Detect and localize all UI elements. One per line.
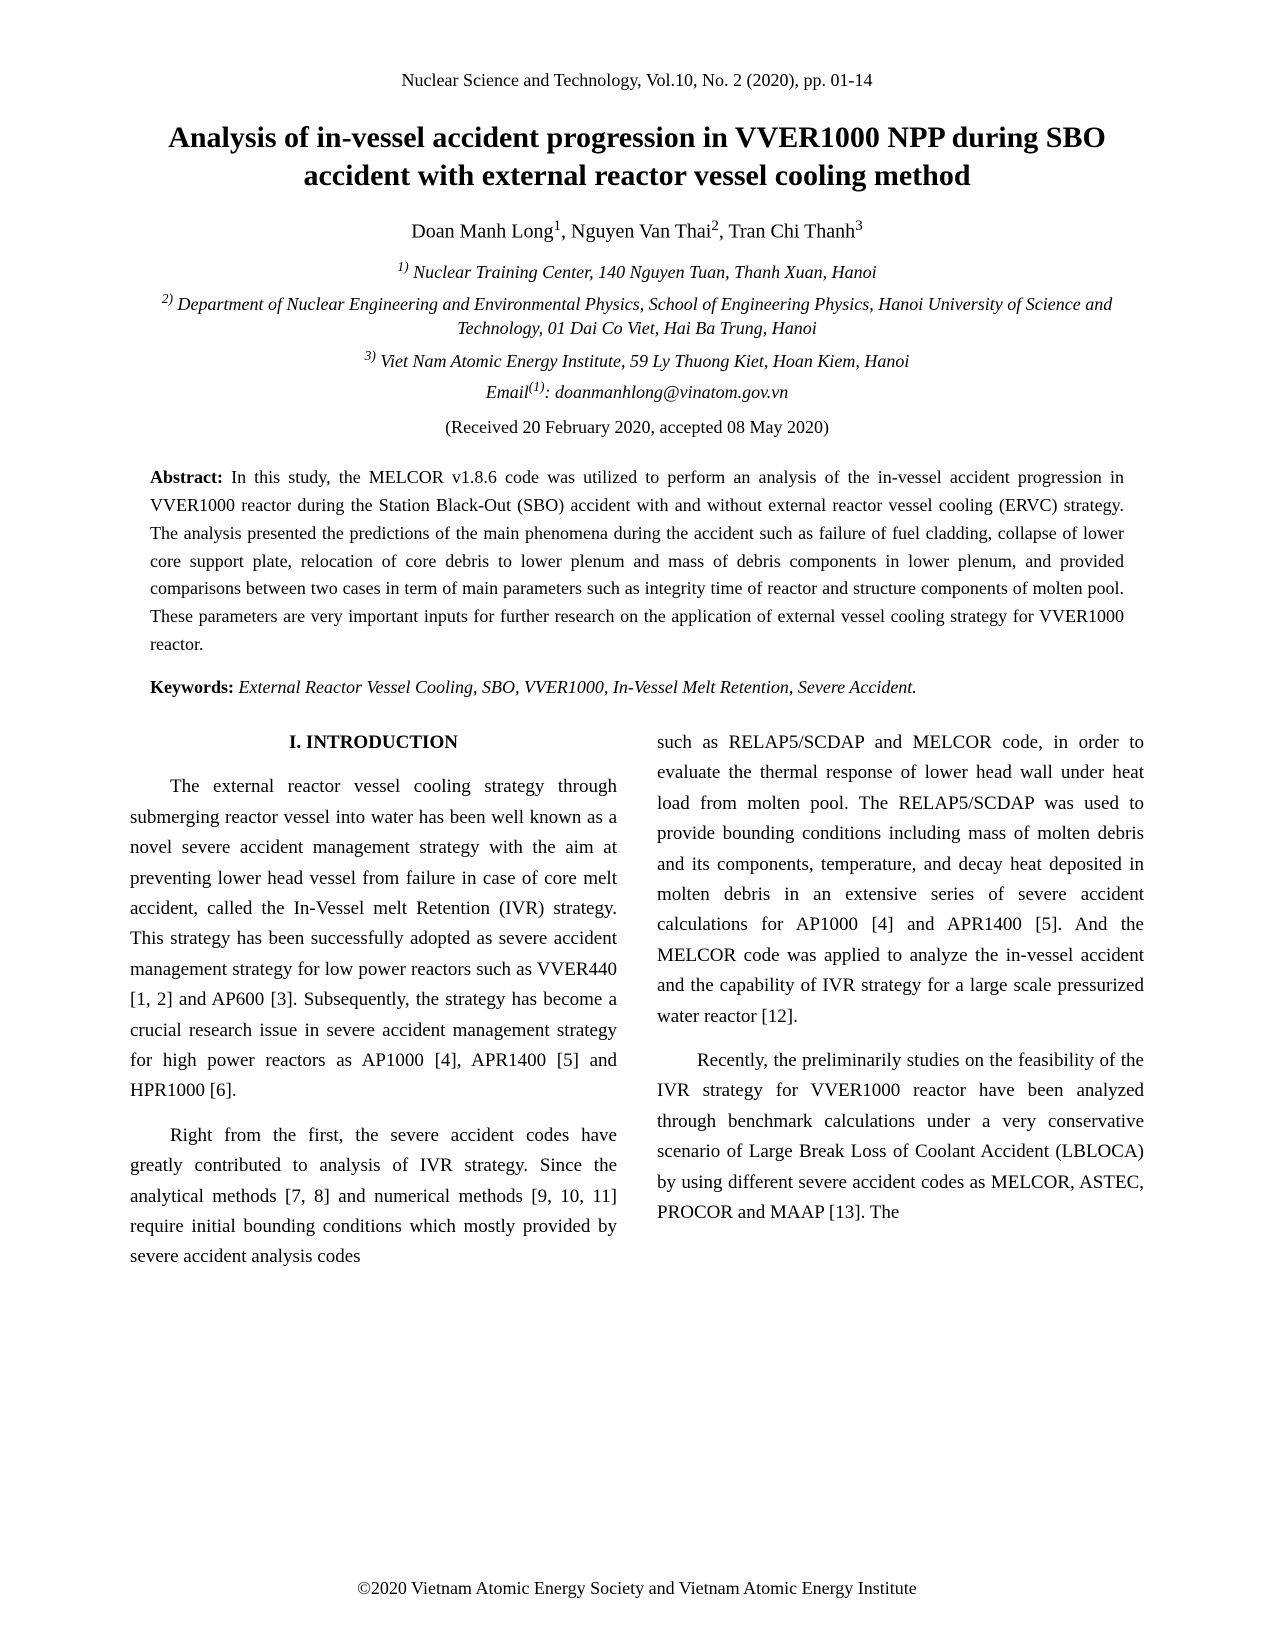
authors: Doan Manh Long1, Nguyen Van Thai2, Tran …: [130, 218, 1144, 244]
paragraph: such as RELAP5/SCDAP and MELCOR code, in…: [657, 728, 1144, 1032]
abstract-label: Abstract:: [150, 467, 223, 487]
affiliation-3: 3) Viet Nam Atomic Energy Institute, 59 …: [130, 347, 1144, 373]
page: Nuclear Science and Technology, Vol.10, …: [0, 0, 1274, 1649]
keywords: Keywords: External Reactor Vessel Coolin…: [150, 677, 1124, 698]
right-column: such as RELAP5/SCDAP and MELCOR code, in…: [657, 728, 1144, 1287]
affiliation-1: 1) Nuclear Training Center, 140 Nguyen T…: [130, 258, 1144, 284]
abstract: Abstract: In this study, the MELCOR v1.8…: [150, 464, 1124, 659]
paragraph: Right from the first, the severe acciden…: [130, 1121, 617, 1273]
running-header: Nuclear Science and Technology, Vol.10, …: [130, 70, 1144, 91]
paper-title: Analysis of in-vessel accident progressi…: [130, 119, 1144, 194]
left-column: I. INTRODUCTION The external reactor ves…: [130, 728, 617, 1287]
copyright-footer: ©2020 Vietnam Atomic Energy Society and …: [0, 1578, 1274, 1599]
section-heading-introduction: I. INTRODUCTION: [130, 728, 617, 758]
keywords-label: Keywords:: [150, 677, 234, 697]
corresponding-email: Email(1): doanmanhlong@vinatom.gov.vn: [130, 379, 1144, 403]
paragraph: Recently, the preliminarily studies on t…: [657, 1046, 1144, 1228]
received-accepted-dates: (Received 20 February 2020, accepted 08 …: [130, 417, 1144, 438]
paragraph: The external reactor vessel cooling stra…: [130, 772, 617, 1106]
body-columns: I. INTRODUCTION The external reactor ves…: [130, 728, 1144, 1287]
abstract-text: In this study, the MELCOR v1.8.6 code wa…: [150, 467, 1124, 654]
keywords-text: External Reactor Vessel Cooling, SBO, VV…: [234, 677, 917, 697]
affiliation-2: 2) Department of Nuclear Engineering and…: [130, 290, 1144, 341]
